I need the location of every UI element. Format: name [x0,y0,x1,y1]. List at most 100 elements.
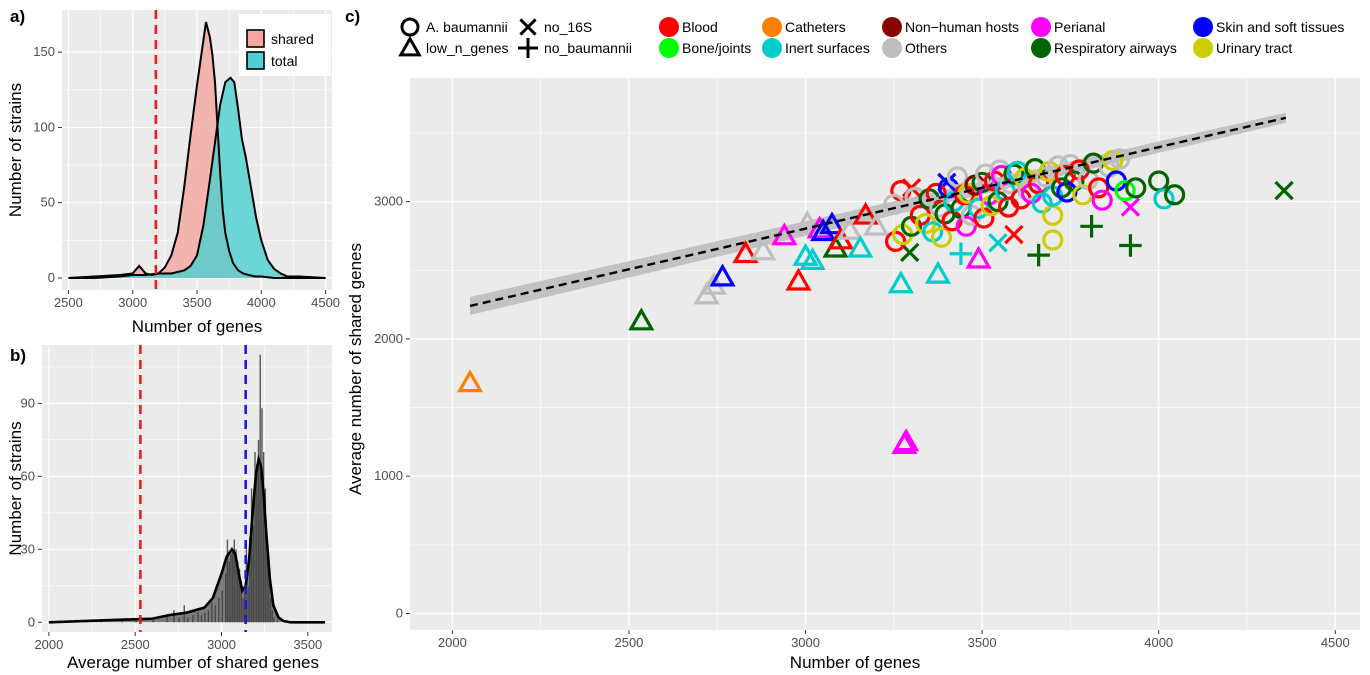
x-axis-label-b: Average number of shared genes [67,653,319,672]
data-point-x [1274,180,1294,201]
legend-color-label: Skin and soft tissues [1216,19,1344,35]
data-point-x [988,233,1008,253]
data-point-circle [925,182,947,204]
data-point-triangle [785,267,812,291]
data-point-circle [946,166,968,188]
legend-label-total: total [271,53,297,69]
x-tick-label: 2500 [54,295,83,310]
data-point-circle [1153,188,1175,210]
panel-a: 2500 3000 3500 4000 4500 0 50 100 150 shared total… [6,7,340,336]
plot-background [410,78,1360,630]
legend-color-key [1031,17,1051,37]
legend-color-label: Blood [682,19,718,35]
data-point-triangle [924,260,952,284]
data-point-circle [1003,163,1025,185]
y-tick-label: 0 [28,614,35,629]
data-point-triangle [799,247,826,270]
data-point-plus [949,242,973,266]
legend-color-key [659,38,679,58]
data-point-circle [1125,177,1147,199]
plot-background [42,345,332,632]
y-tick-label: 30 [21,541,35,556]
data-point-circle [955,215,977,237]
data-point-triangle [836,216,863,240]
y-tick-label: 150 [33,44,55,59]
legend-shape-label: A. baumannii [426,19,508,35]
y-tick-label: 0 [396,606,403,621]
data-point-circle [1028,173,1050,195]
x-axis-label-a: Number of genes [132,317,262,336]
y-tick-label: 1000 [374,468,403,483]
density-line-total [68,76,326,279]
data-point-triangle [893,428,920,452]
legend-key-total [246,51,265,70]
data-point-plus [1027,243,1050,267]
x-tick-label: 3000 [118,295,147,310]
legend-color-key [659,17,679,37]
data-point-triangle [794,209,821,233]
x-tick-label: 3000 [791,635,820,650]
data-point-triangle [852,201,879,225]
data-point-circle [1114,179,1136,202]
x-tick-label: 3500 [293,637,322,652]
data-point-triangle [965,245,992,269]
data-point-triangle [456,369,484,393]
data-point-circle [1088,177,1110,199]
x-tick-label: 4500 [1321,635,1350,650]
legend-color-label: Perianal [1054,19,1105,35]
x-tick-label: 2000 [438,635,467,650]
data-point-plus [1080,215,1103,238]
data-point-circle [884,230,907,253]
data-point-circle [930,226,953,248]
data-point-circle [1091,189,1113,211]
x-tick-label: 3500 [968,635,997,650]
data-point-triangle [709,263,736,287]
data-point-circle [1017,179,1039,202]
data-point-circle [1163,184,1186,206]
x-tick-label: 4000 [247,295,276,310]
data-point-circle [883,193,905,215]
y-tick-label: 90 [21,395,35,410]
x-axis-label-c: Number of genes [790,653,920,672]
data-point-circle [1056,181,1078,203]
data-point-plus [1119,234,1142,257]
legend-shape-label: low_n_genes [426,40,509,56]
data-point-triangle [863,212,890,236]
data-point-circle [1042,229,1064,251]
y-axis-label-a: Number of strains [6,83,25,217]
legend-shape-circle [400,17,420,37]
legend-shape-x [519,18,537,36]
legend-shape-label: no_16S [544,19,592,35]
legend-color-label: Catheters [785,19,846,35]
legend-color-label: Respiratory airways [1054,40,1177,56]
data-point-triangle [847,234,874,258]
data-point-triangle [887,270,914,294]
legend-key-shared [246,29,265,48]
panel-tag-c: c) [345,7,360,26]
x-tick-label: 2000 [34,637,63,652]
x-tick-label: 2500 [121,637,150,652]
data-point-circle [987,190,1009,213]
y-tick-label: 50 [41,195,55,210]
x-tick-label: 3500 [183,295,212,310]
legend-color-label: Inert surfaces [785,40,870,56]
panel-tag-b: b) [10,346,26,365]
legend-shape-triangle [398,35,422,57]
y-axis-label-b: Number of strains [6,421,25,555]
confidence-band [470,112,1286,315]
data-point-triangle [732,240,759,264]
data-point-x [1120,197,1141,217]
x-tick-label: 4000 [1144,635,1173,650]
legend-color-key [1031,38,1051,58]
panel-tag-a: a) [10,7,25,26]
y-tick-label: 3000 [374,194,403,209]
data-point-triangle [628,307,655,331]
density-area-shared [68,22,326,278]
legend-color-label: Urinary tract [1216,40,1292,56]
y-tick-label: 60 [21,468,35,483]
legend-color-label: Non−human hosts [905,19,1019,35]
panel-c: 2000 2500 3000 3500 4000 4500 0 1000 2000 3000 A. … [345,7,1360,672]
data-point-triangle [750,237,777,261]
x-tick-label: 4500 [311,295,340,310]
